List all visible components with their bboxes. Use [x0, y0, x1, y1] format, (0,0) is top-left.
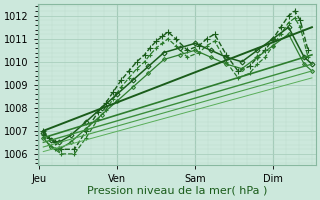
- X-axis label: Pression niveau de la mer( hPa ): Pression niveau de la mer( hPa ): [87, 186, 267, 196]
